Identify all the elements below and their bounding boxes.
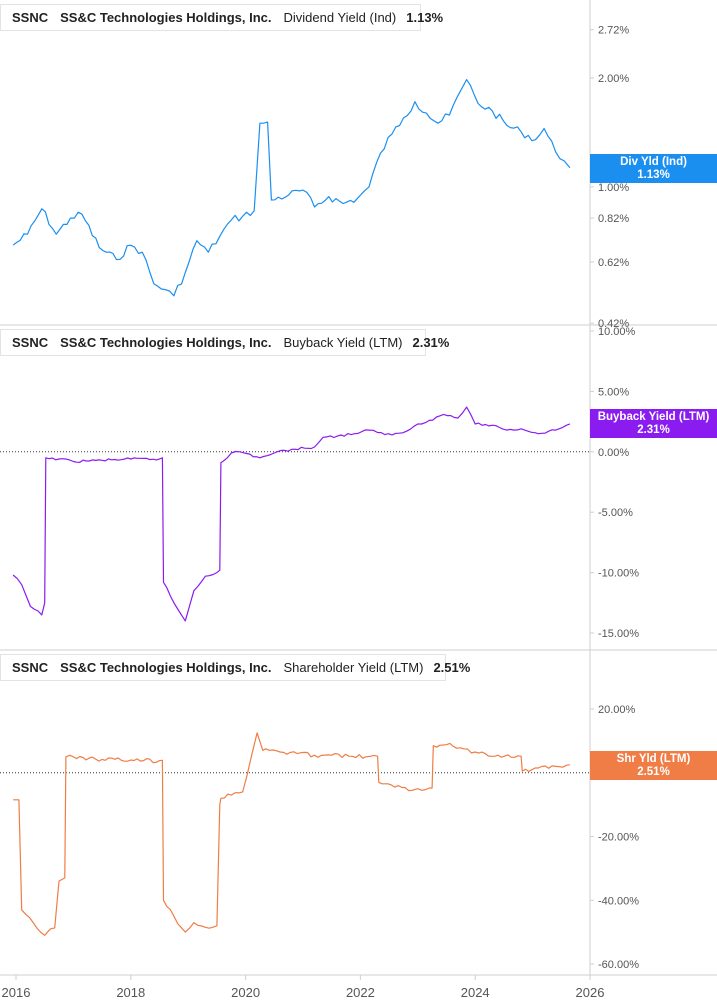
x-tick-label: 2016 — [2, 985, 31, 1000]
legend-value: 2.31% — [412, 335, 450, 350]
legend-value: 1.13% — [406, 10, 444, 25]
x-tick-label: 2022 — [346, 985, 375, 1000]
buyback-last-value-badge: Buyback Yield (LTM) 2.31% — [590, 409, 717, 438]
legend-company: SS&C Technologies Holdings, Inc. — [60, 335, 272, 350]
y-tick-label: 0.00% — [598, 447, 629, 459]
shareholder-legend: SSNC SS&C Technologies Holdings, Inc. Sh… — [0, 654, 470, 681]
dividend-yield-line — [12, 79, 571, 297]
badge-value: 2.51% — [637, 766, 670, 778]
legend-ticker: SSNC — [12, 10, 49, 25]
buyback-legend: SSNC SS&C Technologies Holdings, Inc. Bu… — [0, 329, 449, 356]
legend-metric: Buyback Yield (LTM) — [283, 335, 403, 350]
legend-company: SS&C Technologies Holdings, Inc. — [60, 660, 272, 675]
badge-label: Buyback Yield (LTM) — [597, 411, 710, 423]
legend-ticker: SSNC — [12, 660, 49, 675]
legend-company: SS&C Technologies Holdings, Inc. — [60, 10, 272, 25]
badge-label: Shr Yld (LTM) — [616, 753, 691, 765]
badge-label: Div Yld (Ind) — [620, 156, 687, 168]
y-tick-label: -5.00% — [598, 507, 633, 519]
y-tick-label: 2.00% — [598, 73, 629, 85]
y-tick-label: 1.00% — [598, 182, 629, 194]
x-tick-label: 2024 — [461, 985, 490, 1000]
y-tick-label: -15.00% — [598, 628, 639, 640]
badge-value: 1.13% — [637, 169, 670, 181]
y-tick-label: 0.82% — [598, 213, 629, 225]
y-tick-label: -10.00% — [598, 568, 639, 580]
x-tick-label: 2018 — [116, 985, 145, 1000]
legend-metric: Dividend Yield (Ind) — [283, 10, 397, 25]
dividend-legend: SSNC SS&C Technologies Holdings, Inc. Di… — [0, 4, 443, 31]
y-tick-label: 2.72% — [598, 25, 629, 37]
y-tick-label: 20.00% — [598, 704, 636, 716]
badge-value: 2.31% — [637, 424, 670, 436]
x-tick-label: 2026 — [576, 985, 605, 1000]
legend-metric: Shareholder Yield (LTM) — [283, 660, 424, 675]
buyback-yield-line — [12, 406, 571, 622]
y-tick-label: -40.00% — [598, 895, 639, 907]
y-tick-label: 5.00% — [598, 386, 629, 398]
legend-value: 2.51% — [433, 660, 471, 675]
y-tick-label: 10.00% — [598, 326, 636, 338]
y-tick-label: -60.00% — [598, 959, 639, 971]
y-tick-label: 0.42% — [598, 318, 629, 330]
y-tick-label: -20.00% — [598, 832, 639, 844]
y-tick-label: 0.62% — [598, 257, 629, 269]
legend-ticker: SSNC — [12, 335, 49, 350]
shareholder-yield-line — [13, 732, 570, 936]
x-tick-label: 2020 — [231, 985, 260, 1000]
dividend-last-value-badge: Div Yld (Ind) 1.13% — [590, 154, 717, 183]
shareholder-last-value-badge: Shr Yld (LTM) 2.51% — [590, 751, 717, 780]
